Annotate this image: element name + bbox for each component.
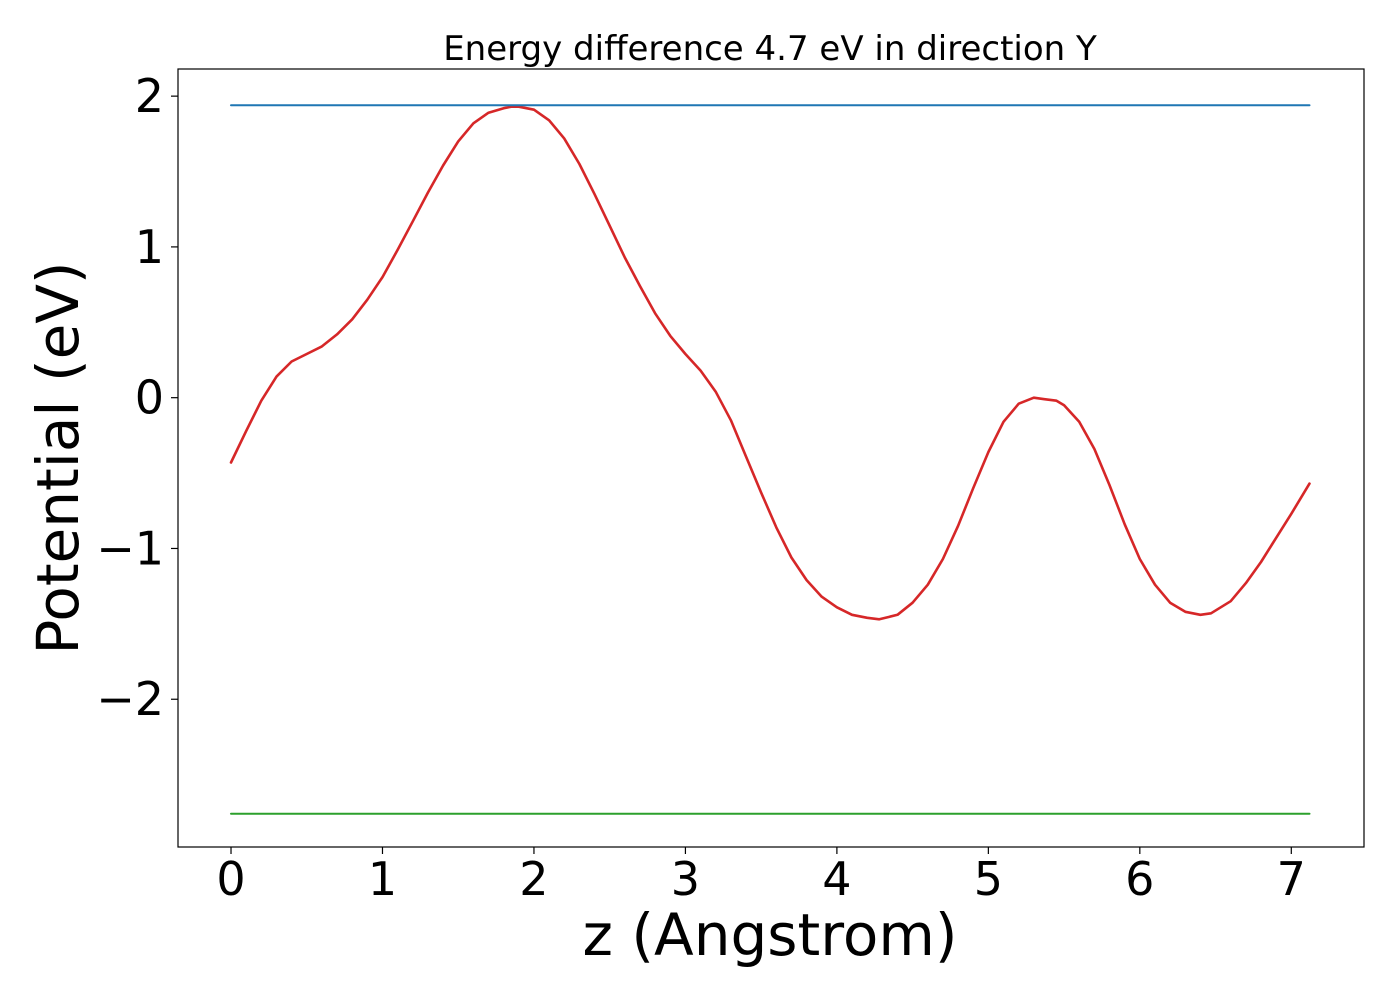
x-tick-label: 1 [368,852,397,906]
x-tick-label: 5 [974,852,1003,906]
y-tick-label: −1 [96,521,164,575]
y-tick-label: 0 [135,371,164,425]
axes-frame [177,68,1365,848]
y-tick-label: 2 [135,69,164,123]
y-axis-label: Potential (eV) [24,261,92,654]
x-tick-label: 0 [216,852,245,906]
x-tick-label: 6 [1125,852,1154,906]
plot-area [229,104,1311,815]
x-tick-label: 2 [519,852,548,906]
x-axis-label: z (Angstrom) [583,901,958,969]
x-tick-label: 4 [822,852,851,906]
x-tick-label: 3 [671,852,700,906]
x-tick-label: 7 [1277,852,1306,906]
y-tick-label: 1 [135,220,164,274]
potential-curve-line [229,105,1311,621]
x-axis: 0 1 2 3 4 5 6 7 [216,847,1306,906]
y-axis: −2 −1 0 1 2 [96,69,178,726]
y-tick-label: −2 [96,672,164,726]
chart-title: Energy difference 4.7 eV in direction Y [443,29,1097,69]
